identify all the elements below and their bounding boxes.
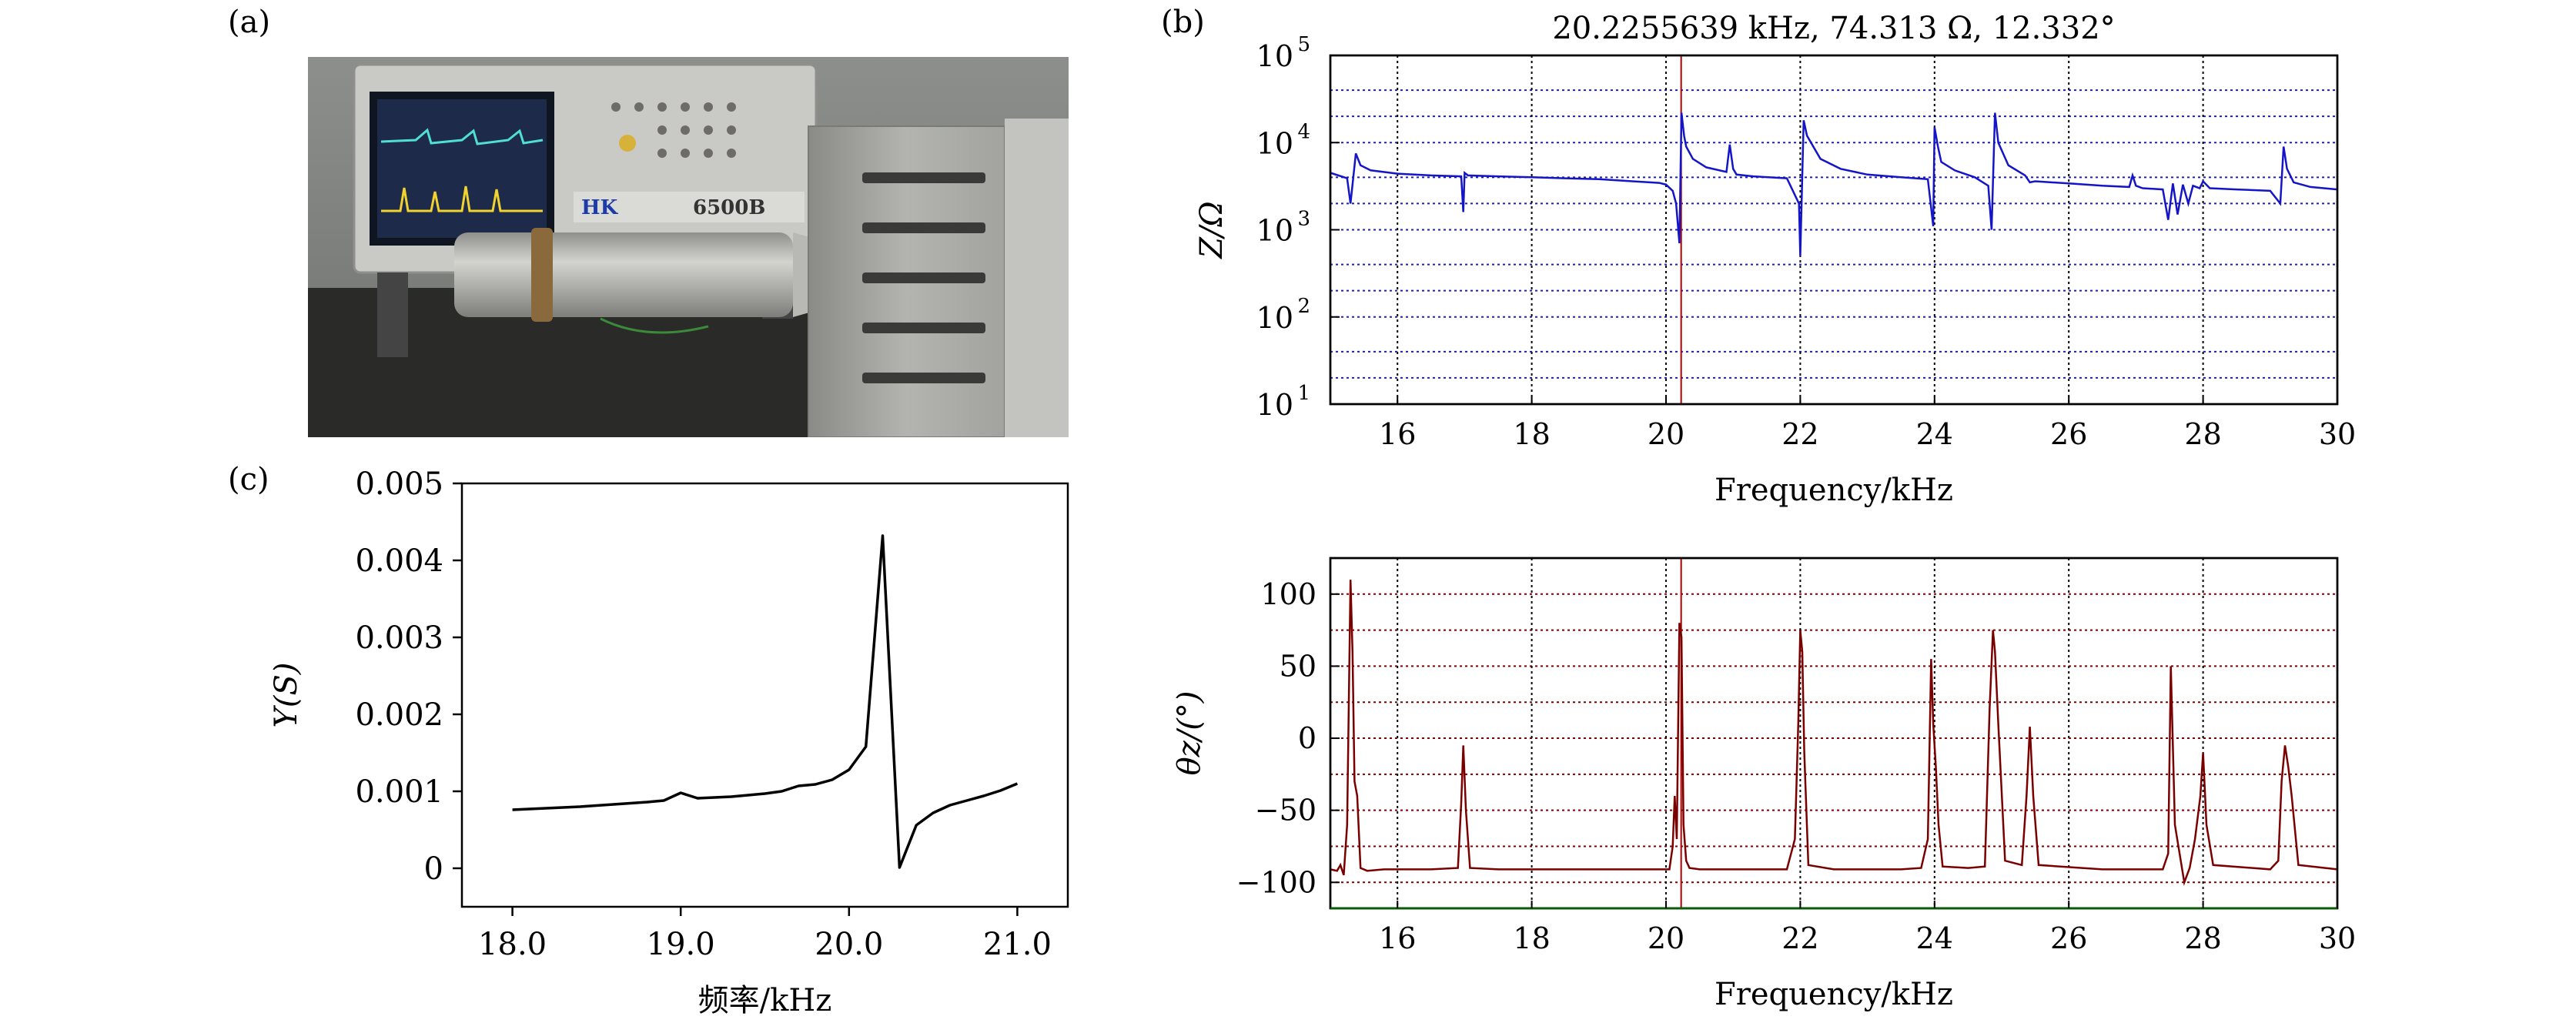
y-tick-label: 100 bbox=[1260, 577, 1316, 611]
y-tick-label: 0.004 bbox=[355, 543, 443, 579]
transducer-wire bbox=[600, 317, 709, 334]
instrument-brand: HK bbox=[581, 196, 619, 219]
y-tick-label-exponent: 4 bbox=[1297, 120, 1310, 143]
x-tick-label: 28 bbox=[2184, 417, 2221, 451]
x-tick-label: 21.0 bbox=[983, 927, 1052, 962]
x-tick-label: 18.0 bbox=[478, 927, 547, 962]
x-tick-label: 26 bbox=[2050, 417, 2087, 451]
admittance-chart: 18.0 19.0 20.0 21.0 0.005 0.004 0.003 0.002 0.00… bbox=[269, 466, 1069, 1018]
y-axis-label: Y(S) bbox=[269, 662, 304, 727]
instrument-model: 6500B bbox=[693, 196, 765, 219]
y-tick-label: −50 bbox=[1255, 794, 1316, 827]
y-tick-label-base: 10 bbox=[1256, 39, 1293, 73]
y-tick-label: 0.005 bbox=[355, 466, 443, 502]
y-axis-label: Z/Ω bbox=[1194, 201, 1229, 259]
y-tick-label-base: 10 bbox=[1256, 214, 1293, 248]
x-tick-label: 30 bbox=[2319, 921, 2356, 955]
x-tick-label: 20 bbox=[1648, 921, 1684, 955]
y-tick-label: −100 bbox=[1236, 865, 1316, 899]
plot-area bbox=[1329, 557, 2339, 910]
x-tick-label: 24 bbox=[1916, 921, 1953, 955]
y-tick-label-base: 10 bbox=[1256, 301, 1293, 335]
instrument-nameplate bbox=[574, 192, 805, 222]
phase-chart: 16 18 20 22 24 26 28 30 100 50 0 −50 −100 Frequency/k… bbox=[1172, 557, 2356, 1012]
y-tick-label: 0.003 bbox=[355, 620, 443, 656]
x-tick-label: 16 bbox=[1379, 921, 1416, 955]
panel-label-c: (c) bbox=[228, 462, 269, 497]
admittance-series-line bbox=[512, 534, 1019, 869]
x-axis-label: Frequency/kHz bbox=[1715, 473, 1953, 508]
apparatus-illustration: HK 6500B bbox=[308, 57, 1069, 437]
y-tick-label-exponent: 3 bbox=[1297, 208, 1310, 231]
chart-title: 20.2255639 kHz, 74.313 Ω, 12.332° bbox=[1552, 11, 2115, 46]
x-tick-label: 24 bbox=[1916, 417, 1953, 451]
x-tick-label: 20.0 bbox=[815, 927, 883, 962]
instrument-knob bbox=[619, 135, 636, 152]
x-tick-label: 22 bbox=[1781, 921, 1818, 955]
instrument-foot-left bbox=[377, 272, 408, 357]
instrument-button-grid bbox=[611, 102, 736, 158]
screen-trace-yellow bbox=[381, 186, 543, 212]
y-tick-label: 50 bbox=[1280, 649, 1316, 683]
y-axis-label: θz/(°) bbox=[1172, 691, 1207, 776]
x-axis-label: Frequency/kHz bbox=[1715, 977, 1953, 1012]
x-tick-label: 18 bbox=[1513, 921, 1550, 955]
apparatus-photo: HK 6500B bbox=[308, 57, 1069, 437]
plot-frame bbox=[460, 482, 1069, 908]
y-tick-label-exponent: 1 bbox=[1297, 382, 1310, 405]
y-tick-label-base: 10 bbox=[1256, 126, 1293, 160]
y-tick-label: 0 bbox=[1298, 721, 1316, 755]
screen-trace-cyan bbox=[380, 128, 544, 145]
y-tick-label-base: 10 bbox=[1256, 388, 1293, 422]
y-tick-label: 0.001 bbox=[355, 774, 443, 810]
transducer-ring bbox=[531, 228, 553, 322]
x-tick-label: 30 bbox=[2319, 417, 2356, 451]
x-axis-label: 频率/kHz bbox=[698, 983, 832, 1018]
x-tick-label: 20 bbox=[1648, 417, 1684, 451]
x-tick-label: 28 bbox=[2184, 921, 2221, 955]
stack-slots bbox=[862, 172, 985, 383]
x-tick-label: 16 bbox=[1379, 417, 1416, 451]
x-tick-label: 26 bbox=[2050, 921, 2087, 955]
panel-label-b: (b) bbox=[1161, 5, 1205, 40]
y-tick-label-exponent: 2 bbox=[1297, 295, 1310, 318]
x-tick-label: 22 bbox=[1781, 417, 1818, 451]
y-tick-label: 0.002 bbox=[355, 697, 443, 733]
instrument-screen bbox=[377, 99, 547, 238]
phase-series-line bbox=[1330, 580, 2338, 887]
x-tick-label: 18 bbox=[1513, 417, 1550, 451]
y-tick-label-exponent: 5 bbox=[1297, 33, 1310, 56]
impedance-series-line bbox=[1330, 112, 2338, 256]
x-tick-label: 19.0 bbox=[647, 927, 715, 962]
y-tick-label: 0 bbox=[424, 851, 443, 887]
panel-label-a: (a) bbox=[228, 5, 271, 40]
aluminum-stack-side bbox=[1005, 119, 1069, 437]
